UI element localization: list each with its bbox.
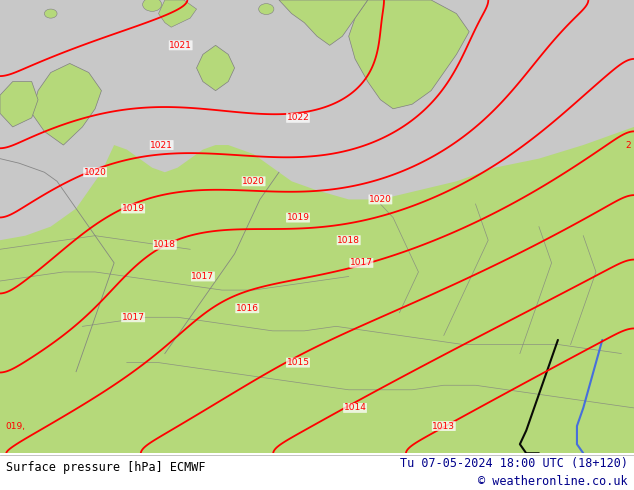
Text: 1015: 1015: [287, 358, 309, 367]
Circle shape: [259, 3, 274, 15]
Polygon shape: [349, 0, 469, 109]
Polygon shape: [0, 0, 139, 240]
Text: 1020: 1020: [242, 177, 265, 186]
Text: 1019: 1019: [287, 213, 309, 222]
Text: 1017: 1017: [122, 313, 145, 322]
Text: 1017: 1017: [191, 272, 214, 281]
Text: Tu 07-05-2024 18:00 UTC (18+120): Tu 07-05-2024 18:00 UTC (18+120): [399, 457, 628, 470]
Text: 1022: 1022: [287, 113, 309, 122]
Text: 2: 2: [625, 141, 631, 149]
Text: 1013: 1013: [432, 421, 455, 431]
Text: 1021: 1021: [169, 41, 192, 50]
Text: 1014: 1014: [344, 403, 366, 413]
Polygon shape: [32, 64, 101, 145]
Text: 1018: 1018: [153, 240, 176, 249]
Circle shape: [44, 9, 57, 18]
Polygon shape: [279, 0, 368, 46]
Text: 1020: 1020: [84, 168, 107, 177]
Polygon shape: [158, 0, 197, 27]
Text: 1018: 1018: [337, 236, 360, 245]
Polygon shape: [0, 0, 634, 199]
Text: 019,: 019,: [5, 421, 25, 431]
Text: 1021: 1021: [150, 141, 173, 149]
Text: 1017: 1017: [350, 258, 373, 268]
Text: Surface pressure [hPa] ECMWF: Surface pressure [hPa] ECMWF: [6, 462, 206, 474]
Circle shape: [143, 0, 162, 11]
Polygon shape: [197, 46, 235, 91]
Text: 1016: 1016: [236, 304, 259, 313]
Text: 1019: 1019: [122, 204, 145, 213]
Text: © weatheronline.co.uk: © weatheronline.co.uk: [478, 475, 628, 489]
Text: 1020: 1020: [369, 195, 392, 204]
Polygon shape: [0, 82, 38, 127]
